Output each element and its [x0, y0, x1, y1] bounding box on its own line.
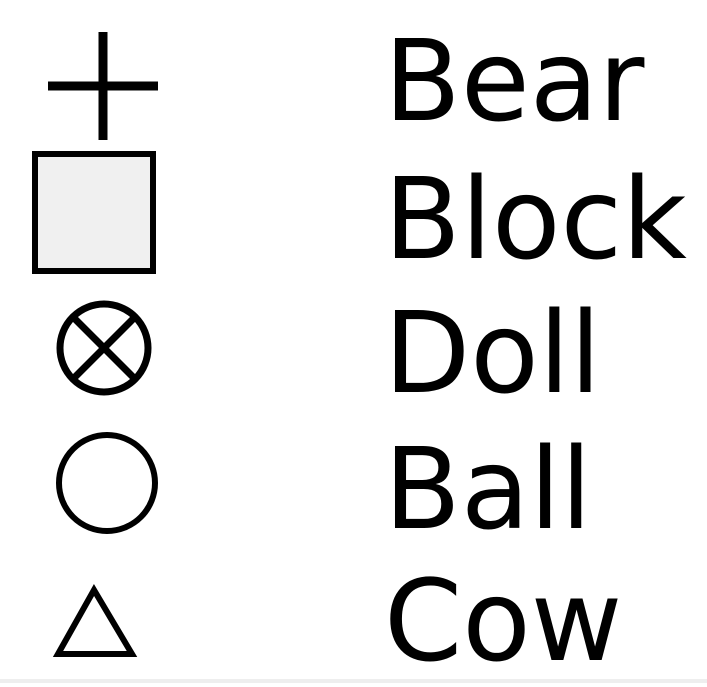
circle-x-icon [56, 300, 152, 396]
legend-label-ball: Ball [384, 425, 592, 555]
legend-label-cow: Cow [384, 557, 623, 687]
footer-divider [0, 679, 707, 683]
legend-label-doll: Doll [384, 289, 601, 419]
legend-label-block: Block [384, 155, 687, 285]
legend-row-block: Block [0, 138, 707, 285]
triangle-icon [52, 584, 138, 657]
circle-icon [56, 432, 158, 534]
legend-label-bear: Bear [384, 17, 645, 147]
legend-row-cow: Cow [0, 546, 707, 682]
legend-row-doll: Doll [0, 276, 707, 412]
legend-row-bear: Bear [0, 0, 707, 147]
legend-row-ball: Ball [0, 412, 707, 548]
square-icon [32, 151, 156, 274]
plus-icon [48, 32, 158, 140]
